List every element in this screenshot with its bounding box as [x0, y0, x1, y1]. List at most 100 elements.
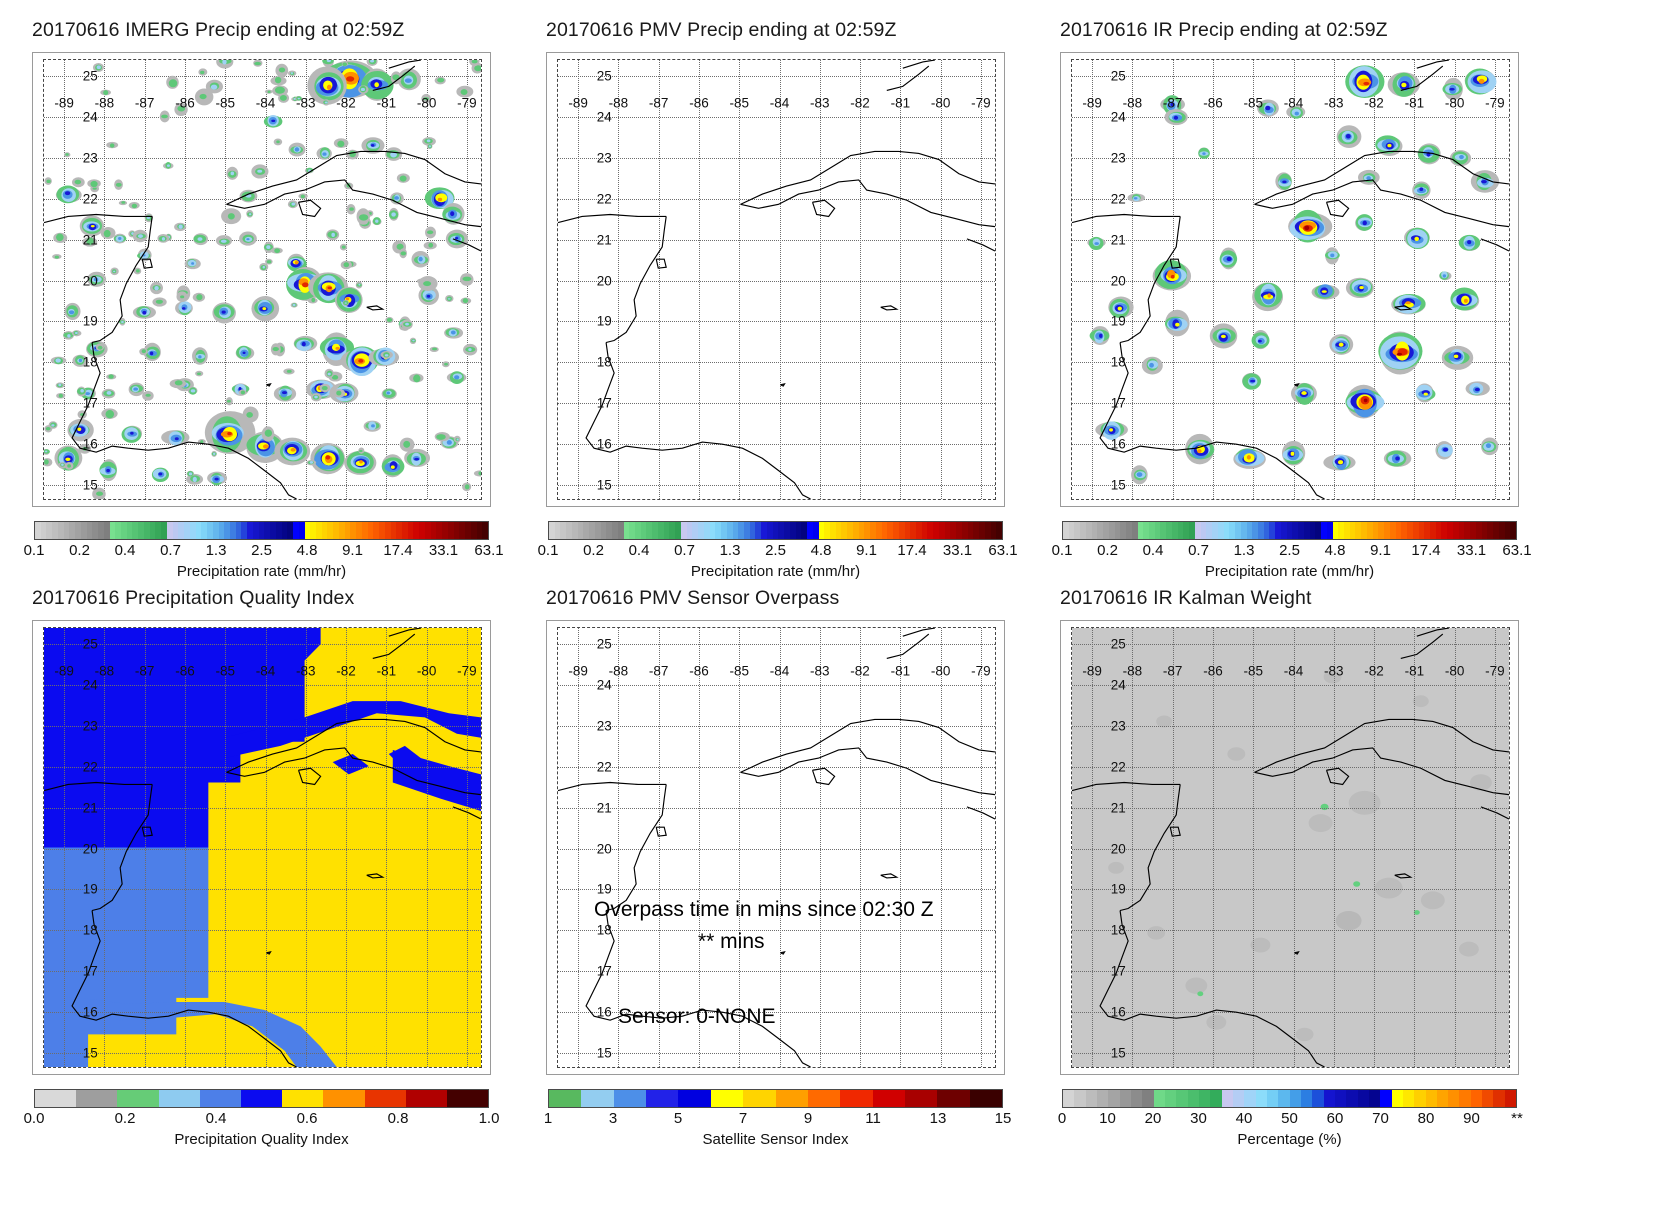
lat-tick-label: 25: [1110, 636, 1126, 652]
colorbar-swatch: [703, 522, 710, 539]
lat-tick-label: 22: [82, 191, 98, 207]
colorbar-tick: 0.8: [387, 1110, 409, 1127]
colorbar-swatch: [1372, 522, 1379, 539]
colorbar-swatch: [749, 522, 756, 539]
colorbar-swatch: [1232, 1090, 1245, 1107]
lat-tick-label: 21: [82, 232, 98, 248]
colorbar-swatch: [944, 522, 951, 539]
colorbar-swatch: [189, 522, 196, 539]
colorbar-tick: 9: [803, 1110, 813, 1127]
colorbar-title: Precipitation rate (mm/hr): [690, 563, 861, 580]
colorbar-swatch: [121, 522, 127, 539]
colorbar-swatch: [1235, 522, 1241, 539]
colorbar-swatch: [109, 522, 116, 539]
colorbar-swatch: [52, 522, 58, 539]
precip-colorbar[interactable]: [34, 521, 489, 540]
colorbar-swatch: [75, 522, 81, 539]
lat-tick-label: 16: [596, 436, 612, 452]
colorbar-swatch: [287, 522, 294, 539]
precip-colorbar[interactable]: [1062, 521, 1517, 540]
colorbar-swatch: [252, 522, 259, 539]
colorbar-swatch: [229, 522, 236, 539]
colorbar-swatch: [589, 522, 595, 539]
sensor-colorbar[interactable]: [548, 1089, 1003, 1108]
lat-tick-label: 16: [596, 1004, 612, 1020]
lon-tick-label: -83: [296, 95, 316, 111]
colorbar-swatch: [1303, 522, 1310, 539]
colorbar-tick: 0.7: [160, 542, 181, 559]
colorbar-swatch: [686, 522, 693, 539]
colorbar-swatch: [424, 522, 431, 539]
sensor-name-label: Sensor: 0-NONE: [618, 1005, 776, 1028]
colorbar-swatch: [870, 522, 876, 539]
colorbar-swatch: [1108, 522, 1115, 539]
colorbar-tick: 1: [543, 1110, 553, 1127]
colorbar-swatch: [904, 522, 911, 539]
lon-tick-label: -82: [850, 663, 870, 679]
colorbar-swatch: [1246, 522, 1253, 539]
colorbar-swatch: [1085, 1090, 1097, 1107]
lat-tick-label: 17: [1110, 395, 1126, 411]
colorbar-swatch: [1407, 522, 1413, 539]
colorbar-swatch: [281, 522, 288, 539]
lat-tick-label: 17: [596, 963, 612, 979]
colorbar-swatch: [282, 1090, 324, 1107]
lon-tick-label: -86: [689, 663, 709, 679]
colorbar-swatch: [858, 522, 865, 539]
colorbar-swatch: [795, 522, 802, 539]
colorbar-swatch: [1074, 1090, 1086, 1107]
colorbar-swatch: [304, 522, 311, 539]
colorbar-tick-labels: 0.0 0.2 0.4 0.6 0.8 1.0: [24, 1110, 500, 1128]
colorbar-swatch: [115, 522, 122, 539]
colorbar-tick: 4.8: [810, 542, 832, 559]
lat-tick-label: 22: [82, 759, 98, 775]
colorbar-tick: 13: [929, 1110, 947, 1127]
colorbar-swatch: [1321, 522, 1327, 539]
lat-tick-label: 20: [596, 273, 612, 288]
colorbar-swatch: [1187, 1090, 1199, 1107]
colorbar-tick: 1.0: [478, 1110, 500, 1127]
colorbar-swatch: [1206, 522, 1213, 539]
lat-tick-label: 16: [1110, 1004, 1126, 1020]
lat-tick-label: 24: [596, 109, 612, 125]
colorbar-swatch: [629, 522, 636, 539]
lon-tick-label: -83: [296, 663, 316, 679]
colorbar-swatch: [910, 522, 916, 539]
colorbar-swatch: [1430, 522, 1436, 539]
panel-title: 20170616 PMV Precip ending at 02:59Z: [546, 19, 897, 41]
colorbar-swatch: [938, 522, 945, 539]
percentage-colorbar[interactable]: [1062, 1089, 1517, 1108]
colorbar-swatch: [1240, 522, 1247, 539]
colorbar-swatch: [436, 522, 443, 539]
lat-tick-label: 18: [1110, 922, 1126, 938]
colorbar-swatch: [333, 522, 339, 539]
colorbar-swatch: [178, 522, 185, 539]
colorbar-tick-labels: 0 10 20 30 40 50 60 70 80 90 **: [1058, 1110, 1523, 1128]
colorbar-swatch: [390, 522, 397, 539]
colorbar-swatch: [1149, 522, 1155, 539]
lat-tick-label: 25: [82, 636, 98, 652]
colorbar-swatch: [1493, 522, 1499, 539]
lat-tick-label: 25: [82, 68, 98, 84]
colorbar-swatch: [396, 522, 402, 539]
colorbar-tick: 10: [1099, 1110, 1116, 1127]
colorbar-tick-labels: 1 3 5 7 9 11 13 15: [544, 1110, 1012, 1128]
lat-tick-label: 20: [82, 273, 98, 288]
colorbar-swatch: [1343, 522, 1350, 539]
lon-tick-label: -89: [1082, 663, 1102, 679]
colorbar-swatch: [1487, 522, 1494, 539]
lat-tick-label: 21: [596, 232, 612, 248]
lat-tick-label: 18: [82, 354, 98, 370]
colorbar-tick: **: [1511, 1110, 1523, 1127]
colorbar-swatch: [623, 522, 630, 539]
colorbar-swatch: [1114, 522, 1121, 539]
colorbar-swatch: [680, 522, 687, 539]
colorbar-title: Percentage (%): [1237, 1131, 1342, 1148]
colorbar-tick: 60: [1326, 1110, 1344, 1127]
coastline-overlay: [1072, 628, 1509, 1067]
colorbar-swatch: [1143, 522, 1150, 539]
lon-tick-label: -88: [608, 663, 629, 679]
pqi-colorbar[interactable]: [34, 1089, 489, 1108]
precip-colorbar[interactable]: [548, 521, 1003, 540]
colorbar-swatch: [446, 1090, 489, 1107]
